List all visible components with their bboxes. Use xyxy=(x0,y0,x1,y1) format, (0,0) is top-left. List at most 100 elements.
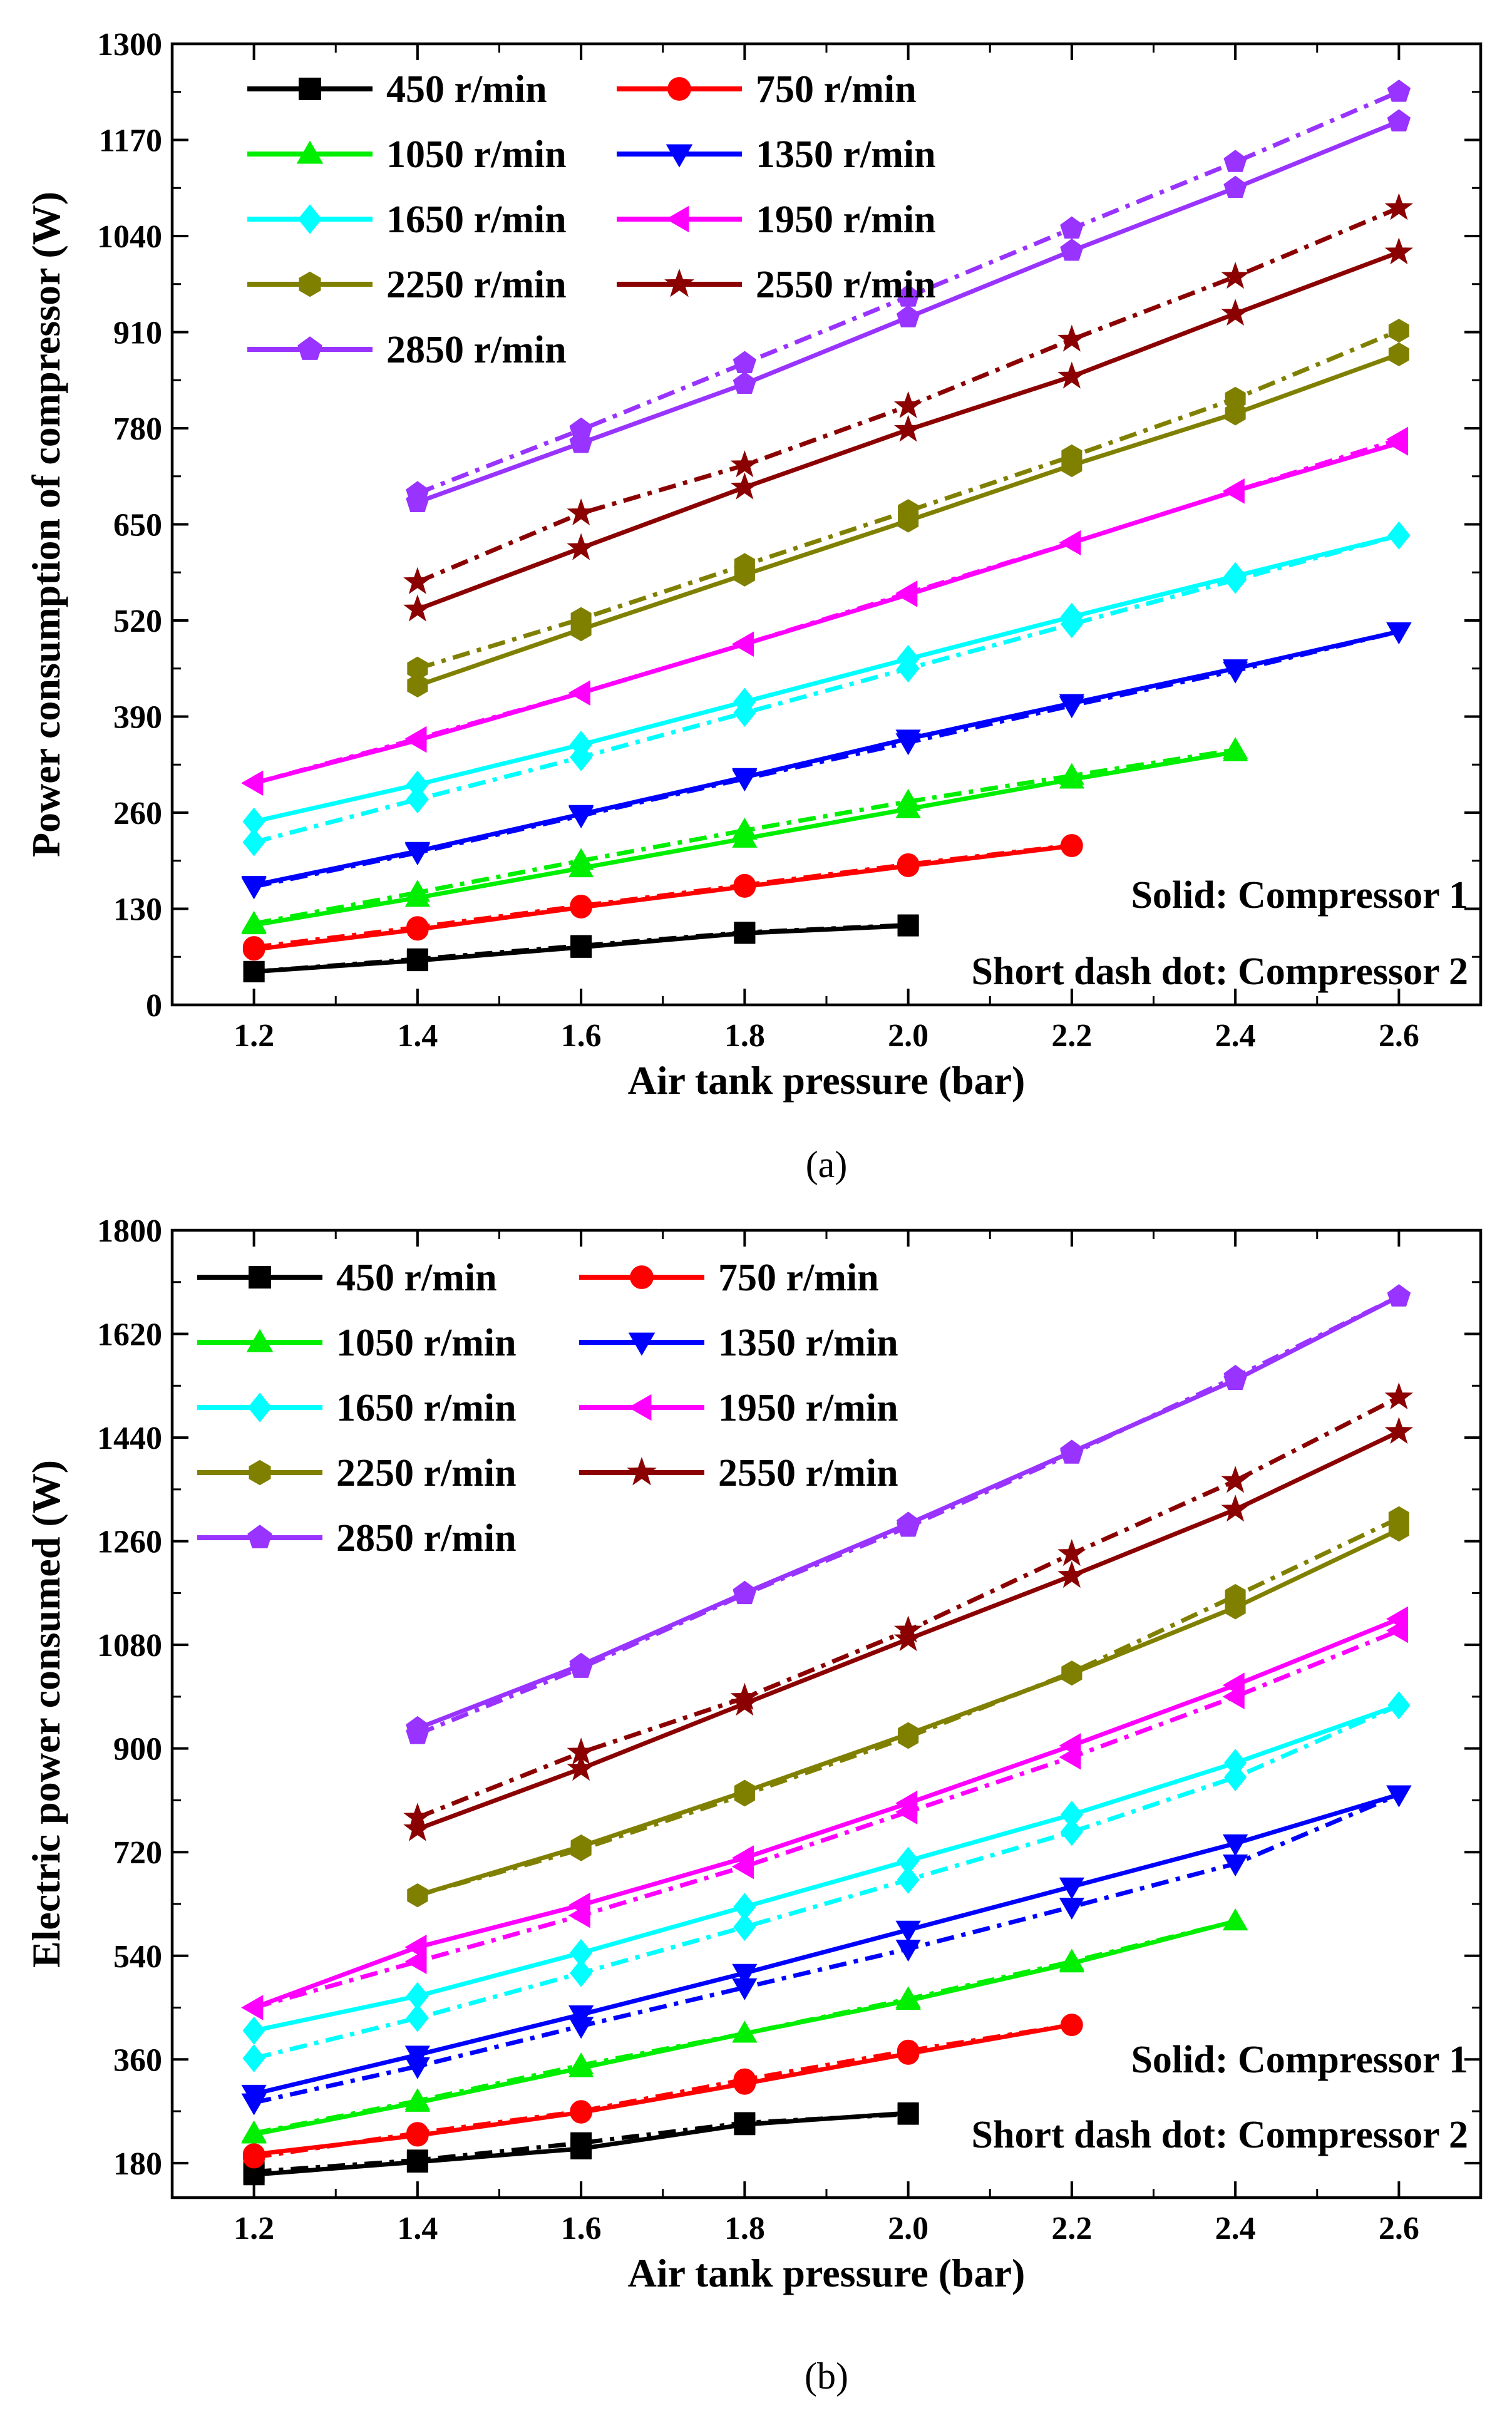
legend-marker xyxy=(246,1329,274,1352)
series-1350-r-min xyxy=(241,1785,1412,2116)
legend-marker xyxy=(667,77,691,101)
point-compressor-1 xyxy=(1059,694,1085,716)
point-compressor-1 xyxy=(1386,1606,1408,1632)
point-compressor-2 xyxy=(570,1958,593,1987)
series-1950-r-min xyxy=(241,426,1408,796)
legend-marker xyxy=(630,1265,654,1289)
point-compressor-1 xyxy=(1222,659,1248,682)
point-compressor-1 xyxy=(406,770,429,799)
point-compressor-1 xyxy=(897,1846,920,1875)
point-compressor-1 xyxy=(895,582,918,607)
point-compressor-1 xyxy=(568,805,594,827)
point-compressor-2 xyxy=(1384,193,1414,220)
legend-entry: 1650 r/min xyxy=(197,1387,517,1429)
x-tick-label: 2.4 xyxy=(1215,1018,1256,1054)
point-compressor-1 xyxy=(733,371,757,394)
point-compressor-1 xyxy=(897,855,920,877)
point-compressor-1 xyxy=(407,673,428,697)
point-compressor-1 xyxy=(1384,237,1414,265)
point-compressor-1 xyxy=(1224,562,1247,590)
legend-label: 2550 r/min xyxy=(756,264,936,306)
point-compressor-1 xyxy=(732,1963,758,1986)
x-tick-label: 2.0 xyxy=(888,1018,928,1054)
point-compressor-1 xyxy=(242,2143,265,2166)
y-tick-label: 900 xyxy=(113,1732,162,1767)
point-compressor-1 xyxy=(898,508,919,533)
x-tick-label: 2.0 xyxy=(888,2211,928,2246)
panel-label: (a) xyxy=(806,1144,848,1185)
x-tick-label: 1.8 xyxy=(724,1018,765,1054)
point-compressor-1 xyxy=(1222,739,1248,761)
point-compressor-1 xyxy=(1060,1801,1083,1829)
legend-label: 2550 r/min xyxy=(718,1452,898,1495)
point-compressor-1 xyxy=(1224,1749,1247,1777)
line-compressor-1 xyxy=(253,533,1400,824)
point-compressor-1 xyxy=(403,594,432,622)
point-compressor-1 xyxy=(404,1934,427,1960)
legend-marker xyxy=(666,205,689,233)
point-compressor-2 xyxy=(897,1865,920,1894)
legend-label: 750 r/min xyxy=(718,1257,879,1299)
point-compressor-2 xyxy=(1057,324,1086,352)
point-compressor-2 xyxy=(242,2044,265,2072)
point-compressor-1 xyxy=(893,414,923,442)
y-tick-label: 780 xyxy=(113,411,162,447)
point-compressor-1 xyxy=(241,770,264,796)
line-compressor-1 xyxy=(253,1792,1400,2096)
point-compressor-1 xyxy=(406,1716,429,1739)
point-compressor-1 xyxy=(242,2016,265,2045)
point-compressor-1 xyxy=(1222,478,1245,504)
series-750-r-min xyxy=(242,2014,1083,2169)
point-compressor-1 xyxy=(406,1982,429,2010)
point-compressor-1 xyxy=(1222,1672,1245,1698)
point-compressor-2 xyxy=(733,1913,756,1942)
point-compressor-1 xyxy=(1223,175,1247,198)
y-tick-label: 130 xyxy=(113,892,162,928)
point-compressor-1 xyxy=(733,687,756,716)
point-compressor-1 xyxy=(1059,1877,1085,1900)
point-compressor-1 xyxy=(1223,1367,1247,1390)
legend-label: 1350 r/min xyxy=(756,133,936,176)
y-tick-label: 1040 xyxy=(97,219,162,255)
point-compressor-1 xyxy=(1388,1518,1409,1542)
legend-label: 2850 r/min xyxy=(386,329,567,371)
point-compressor-1 xyxy=(1221,1495,1250,1522)
point-compressor-1 xyxy=(568,680,590,706)
series-1950-r-min xyxy=(241,1606,1408,2020)
point-compressor-1 xyxy=(896,305,920,327)
point-compressor-1 xyxy=(1387,521,1411,550)
point-compressor-1 xyxy=(241,912,267,935)
point-compressor-1 xyxy=(1387,1691,1411,1720)
series-1050-r-min xyxy=(241,737,1248,935)
point-compressor-1 xyxy=(1222,1834,1248,1856)
legend-marker xyxy=(664,268,694,297)
point-compressor-1 xyxy=(732,825,758,848)
point-compressor-1 xyxy=(895,729,921,752)
point-compressor-1 xyxy=(733,875,756,898)
point-compressor-1 xyxy=(1384,1417,1414,1444)
point-compressor-1 xyxy=(407,1883,428,1908)
legend-marker xyxy=(666,144,693,168)
legend-marker xyxy=(297,204,322,234)
point-compressor-1 xyxy=(404,728,427,753)
point-compressor-1 xyxy=(569,430,593,453)
point-compressor-1 xyxy=(567,1754,595,1781)
legend-entry: 2250 r/min xyxy=(247,264,567,306)
panel-label: (b) xyxy=(805,2355,848,2397)
point-compressor-1 xyxy=(1386,430,1408,456)
point-compressor-1 xyxy=(570,936,592,958)
point-compressor-2 xyxy=(1224,1763,1247,1792)
point-compressor-1 xyxy=(241,1995,264,2020)
point-compressor-1 xyxy=(568,2005,594,2027)
point-compressor-1 xyxy=(732,2020,758,2043)
point-compressor-1 xyxy=(1061,1662,1083,1686)
legend-marker xyxy=(247,1392,272,1423)
point-compressor-1 xyxy=(404,885,431,907)
point-compressor-1 xyxy=(733,1580,757,1603)
point-compressor-1 xyxy=(730,1689,759,1716)
y-tick-label: 360 xyxy=(113,2042,162,2078)
point-compressor-1 xyxy=(1386,1785,1412,1808)
point-compressor-2 xyxy=(567,498,595,526)
point-compressor-1 xyxy=(1387,109,1411,131)
legend-entry: 1050 r/min xyxy=(197,1322,517,1364)
